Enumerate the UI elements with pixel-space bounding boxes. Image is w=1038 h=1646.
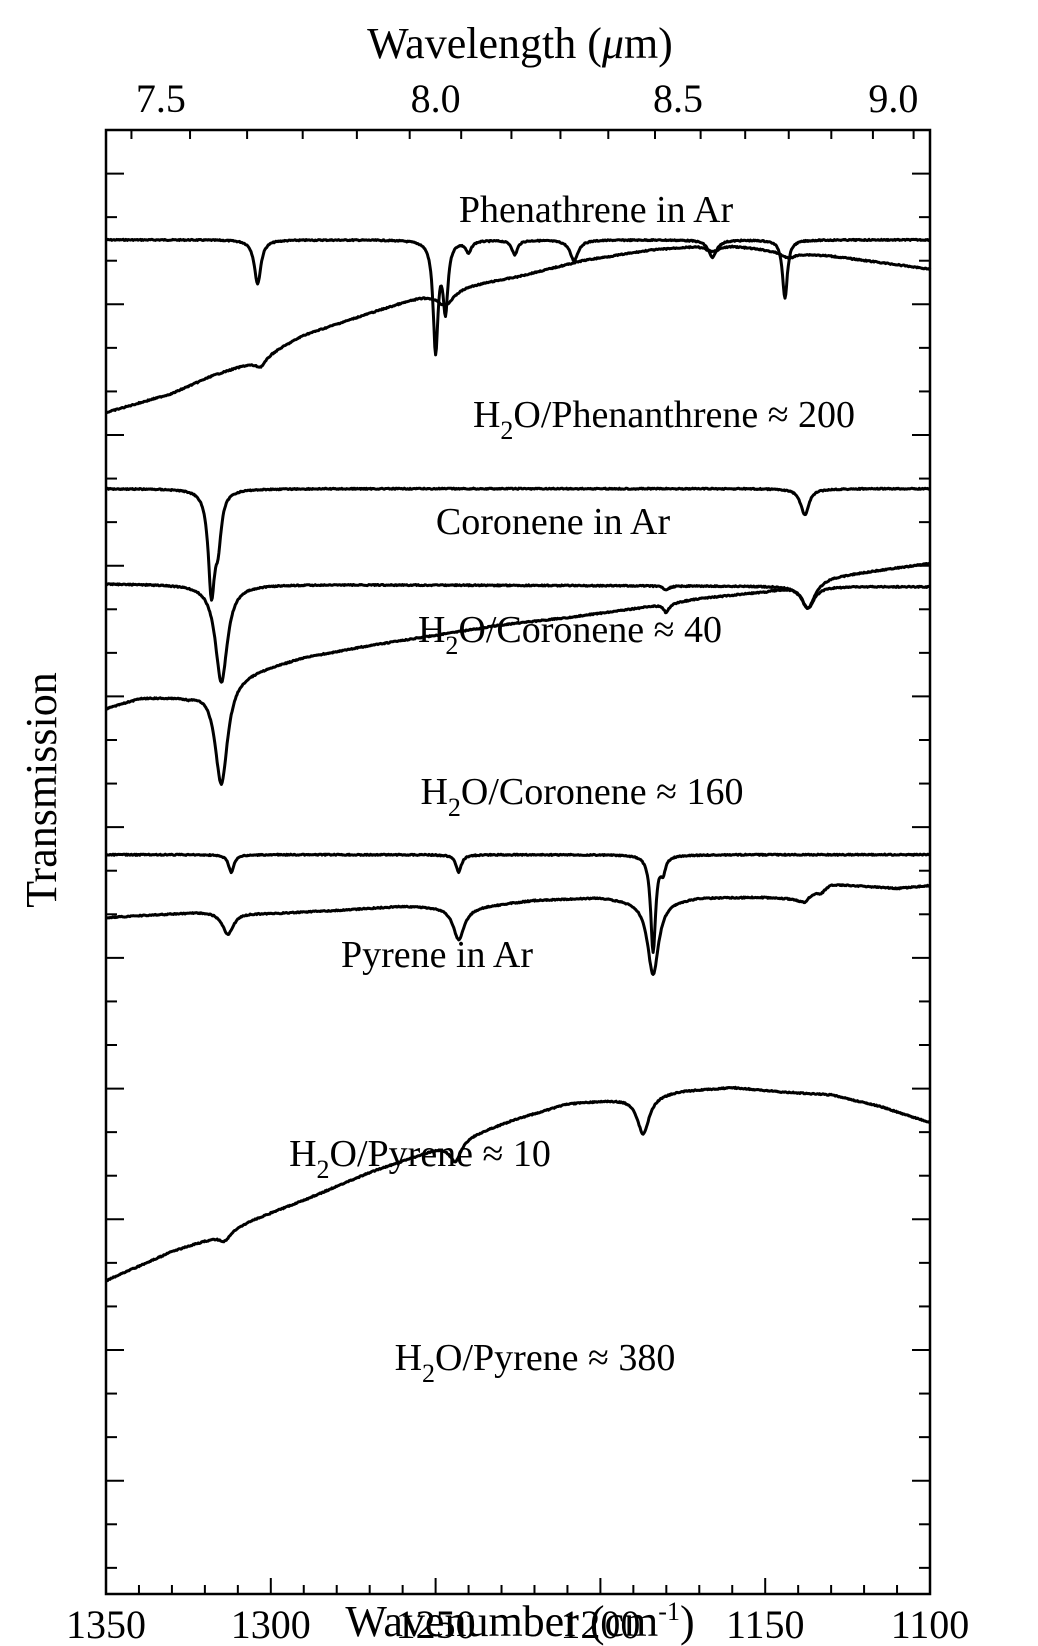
series-label: H2O/Pyrene ≈ 10 [289, 1133, 551, 1184]
series-line [105, 883, 931, 976]
series-labels: Phenathrene in Ar H2O/Phenanthrene ≈ 200 C… [289, 189, 855, 1388]
plot-frame [104, 128, 932, 1596]
bottom-axis-title: Wavenumber (cm-1) [345, 1597, 694, 1646]
y-axis-title: Transmission [17, 672, 66, 908]
top-tick-label: 8.0 [411, 76, 461, 121]
series-line [105, 486, 931, 602]
series-line [105, 1085, 932, 1283]
x-tick-label: 1100 [891, 1602, 970, 1646]
series-label: Coronene in Ar [436, 501, 671, 543]
series-label: Pyrene in Ar [341, 934, 533, 976]
series-line [105, 561, 931, 786]
series-label: H2O/Coronene ≈ 160 [420, 771, 743, 822]
x-tick-label: 1250 [396, 1602, 476, 1646]
series-line [105, 244, 932, 415]
series-label: H2O/Coronene ≈ 40 [418, 609, 722, 660]
x-tick-label: 1300 [231, 1602, 311, 1646]
x-tick-label: 1200 [560, 1602, 640, 1646]
x-tick-label: 1150 [726, 1602, 805, 1646]
axis-ticks [105, 129, 931, 1594]
axis-tick-labels: 1350 1300 1250 1200 1150 1100 7.5 8.0 8.5 9.0 [66, 76, 969, 1646]
series-label: H2O/Pyrene ≈ 380 [395, 1337, 676, 1388]
top-tick-label: 8.5 [653, 76, 703, 121]
series-line [105, 237, 931, 357]
top-tick-label: 7.5 [136, 76, 186, 121]
series-label: H2O/Phenanthrene ≈ 200 [473, 394, 855, 445]
series-line [105, 852, 931, 954]
top-axis-title: Wavelength (μm) [367, 19, 673, 68]
spectra-lines [105, 237, 932, 1283]
top-tick-label: 9.0 [868, 76, 918, 121]
x-tick-label: 1350 [66, 1602, 146, 1646]
series-label: Phenathrene in Ar [459, 189, 734, 231]
